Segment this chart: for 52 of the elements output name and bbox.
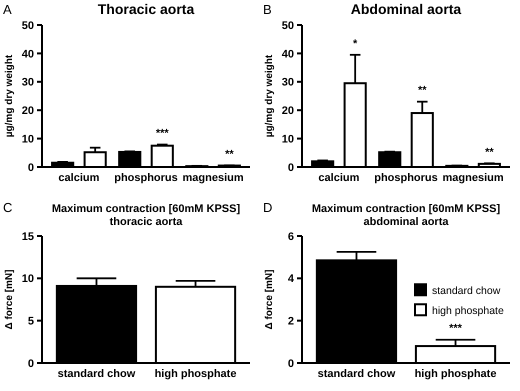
y-axis-title: µg/mg dry weight [264, 54, 275, 138]
x-tick-label: standard chow [318, 368, 396, 380]
y-tick-label: 10 [22, 273, 34, 286]
text: D [263, 200, 272, 215]
y-tick-label: 50 [282, 20, 294, 32]
y-tick-label: 40 [282, 48, 294, 60]
y-tick-label: 40 [22, 48, 34, 60]
x-tick-label: phosphorus [374, 172, 438, 184]
legend-label: high phosphate [432, 304, 504, 317]
y-tick-label: 0 [288, 358, 294, 370]
y-tick-label: 4 [288, 273, 295, 286]
legend-label: standard chow [432, 284, 501, 297]
x-tick-label: high phosphate [154, 368, 236, 380]
chart-title: Maximum contraction [60mM KPSS] [312, 203, 500, 215]
y-tick-label: 6 [288, 230, 294, 243]
y-tick-label: 15 [22, 230, 34, 243]
x-tick-label: calcium [318, 172, 360, 184]
y-tick-label: 30 [22, 76, 34, 89]
y-tick-label: 5 [28, 316, 34, 328]
annotation: *** [449, 322, 463, 335]
chart-title: Maximum contraction [60mM KPSS] [52, 203, 240, 215]
y-axis-title: µg/mg dry weight [4, 54, 15, 138]
y-axis-title: Δ force [mN] [264, 270, 275, 330]
annotation: ** [485, 146, 494, 158]
y-tick-label: 2 [288, 316, 294, 328]
x-tick-label: magnesium [442, 172, 504, 184]
y-tick-label: 50 [22, 20, 34, 32]
y-tick-label: 30 [282, 76, 294, 89]
y-tick-label: 10 [282, 133, 294, 146]
annotation: * [353, 38, 358, 50]
annotation: ** [225, 148, 234, 160]
x-tick-label: calcium [58, 172, 100, 184]
chart-title: Abdominal aorta [350, 1, 462, 17]
x-tick-label: magnesium [182, 172, 244, 184]
y-tick-label: 10 [22, 133, 34, 146]
x-tick-label: high phosphate [414, 368, 496, 380]
text: A [3, 2, 12, 17]
x-tick-label: standard chow [58, 368, 136, 380]
chart-subtitle: abdominal aorta [364, 216, 450, 228]
chart-title: Thoracic aorta [98, 1, 194, 17]
x-tick-label: phosphorus [114, 172, 178, 184]
text: B [263, 2, 272, 17]
chart-subtitle: thoracic aorta [110, 216, 184, 228]
y-tick-label: 0 [288, 162, 294, 174]
y-tick-label: 20 [282, 105, 294, 118]
y-tick-label: 0 [28, 162, 34, 174]
text: C [3, 200, 12, 215]
y-tick-label: 0 [28, 358, 34, 370]
annotation: *** [156, 128, 170, 140]
y-axis-title: Δ force [mN] [4, 270, 15, 330]
y-tick-label: 20 [22, 105, 34, 118]
annotation: ** [418, 84, 428, 97]
